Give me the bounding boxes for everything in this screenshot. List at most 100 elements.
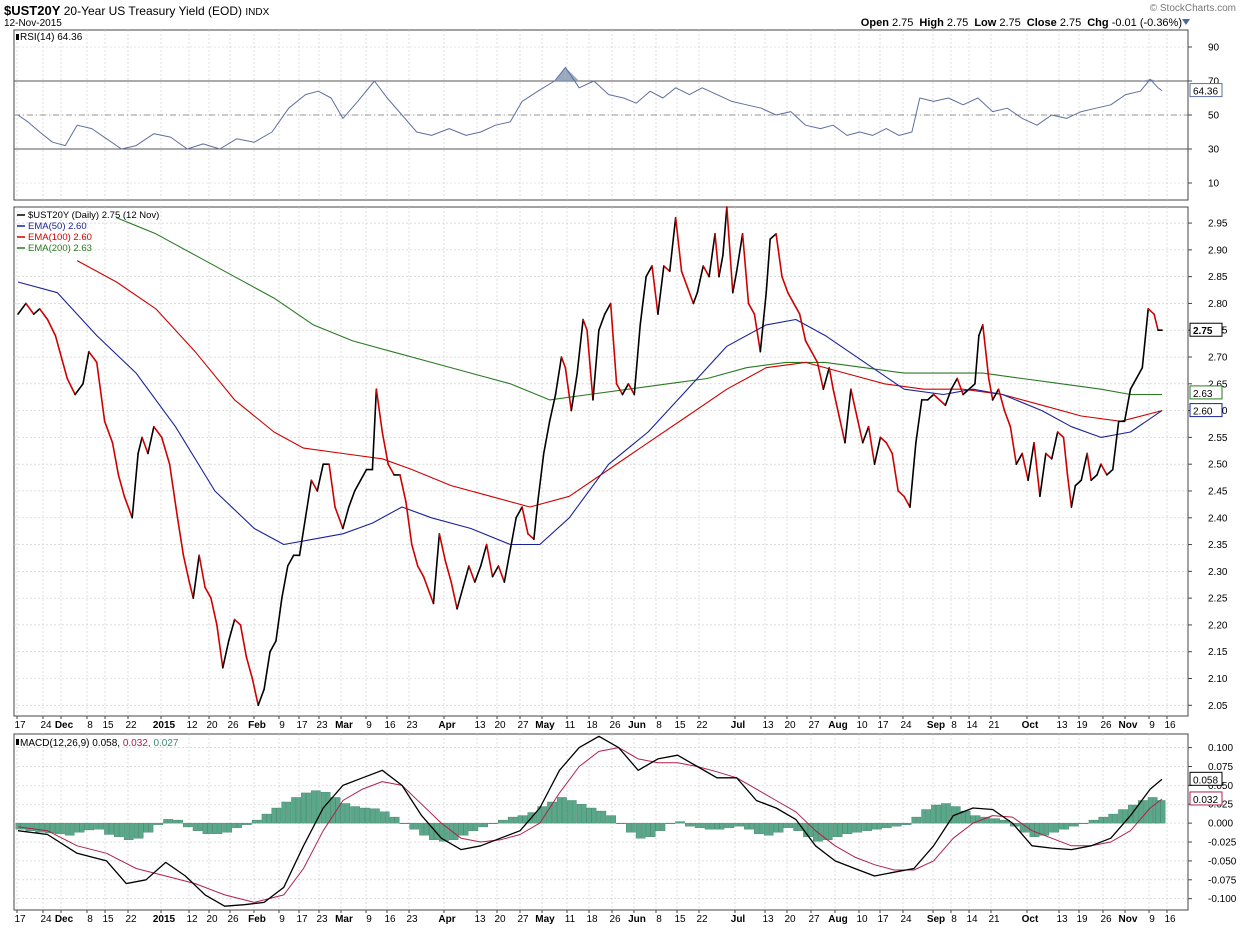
price-segment (1141, 307, 1150, 369)
macd-histogram-bar (138, 822, 144, 839)
macd-histogram-bar (187, 822, 193, 828)
macd-histogram-bar (778, 822, 784, 833)
price-segment (1123, 388, 1132, 423)
price-segment (88, 350, 98, 364)
macd-histogram-bar (1098, 816, 1104, 824)
macd-histogram-bar (20, 822, 26, 830)
price-x-axis-label: 26 (609, 720, 621, 731)
macd-x-axis-label: 16 (1164, 914, 1176, 925)
price-x-axis-label: 15 (102, 720, 114, 731)
price-segment (428, 591, 435, 605)
macd-histogram-bar (306, 792, 311, 824)
price-segment (509, 516, 517, 551)
macd-histogram-bar (862, 822, 868, 831)
price-segment (216, 624, 224, 669)
price-segment (210, 597, 218, 626)
price-tick-label: 2.25 (1208, 594, 1228, 605)
macd-histogram-bar (744, 822, 749, 830)
macd-histogram-bar (128, 822, 134, 840)
macd-histogram-bar (158, 822, 164, 825)
price-segment (286, 554, 295, 567)
price-segment (450, 581, 458, 610)
price-segment (141, 436, 149, 455)
price-segment (968, 383, 976, 390)
macd-histogram-bar (94, 822, 100, 830)
ohlc-label: High (919, 17, 947, 29)
macd-histogram-bar (424, 822, 429, 836)
price-segment (60, 356, 69, 380)
macd-histogram-bar (192, 822, 198, 831)
price-x-axis-label: 15 (674, 720, 686, 731)
price-segment (850, 388, 858, 417)
price-segment (111, 441, 120, 476)
macd-histogram-bar (463, 822, 469, 836)
price-segment (342, 506, 350, 530)
price-segment (1147, 307, 1155, 315)
macd-histogram-bar (1019, 822, 1025, 833)
ohlc-value: 2.75 (946, 17, 969, 29)
macd-x-axis-label: 13 (762, 914, 774, 925)
macd-histogram-bar (498, 819, 503, 824)
current-value-box (1189, 322, 1223, 337)
macd-histogram-bar (517, 815, 523, 824)
macd-histogram-bar (680, 821, 685, 824)
price-segment (991, 388, 1000, 401)
price-segment (651, 265, 659, 315)
macd-histogram-bar (237, 822, 242, 828)
macd-x-axis-label: 15 (674, 914, 686, 925)
macd-histogram-bar (365, 807, 370, 824)
macd-x-axis-label: 20 (784, 914, 796, 925)
price-segment (103, 420, 114, 444)
price-segment (275, 597, 283, 642)
macd-histogram-bar (547, 801, 553, 824)
macd-x-axis-label: 19 (1076, 914, 1088, 925)
macd-histogram-bar (1160, 800, 1166, 824)
price-segment (548, 393, 557, 423)
price-segment (1090, 474, 1098, 482)
macd-histogram-bar (709, 822, 715, 830)
price-x-axis-label: 12 (186, 720, 198, 731)
macd-histogram-bar (227, 822, 233, 833)
price-segment (1045, 452, 1053, 460)
price-segment (251, 677, 260, 707)
price-segment (462, 565, 470, 589)
price-segment (444, 559, 452, 583)
price-segment (722, 206, 728, 257)
price-segment (891, 452, 899, 492)
macd-histogram-bar (310, 790, 316, 824)
price-tick-label: 2.05 (1208, 701, 1228, 712)
price-segment (792, 302, 801, 315)
macd-tick-label: 0.000 (1208, 819, 1233, 830)
price-segment (1066, 474, 1073, 508)
price-segment (74, 383, 84, 396)
price-tick-label: 2.30 (1208, 567, 1228, 578)
price-segment (668, 216, 677, 273)
rsi-shade (1140, 79, 1151, 81)
chevron-down-icon[interactable] (1182, 19, 1190, 25)
macd-histogram-bar (768, 822, 774, 836)
macd-histogram-bar (1034, 822, 1040, 837)
macd-histogram-bar (581, 804, 587, 824)
ema50-line (17, 281, 1163, 546)
macd-histogram-bar (202, 822, 208, 834)
macd-histogram-bar (557, 797, 562, 824)
price-tick-label: 2.35 (1208, 540, 1228, 551)
price-segment (257, 688, 265, 707)
price-segment (759, 291, 768, 353)
macd-histogram-bar (114, 822, 119, 837)
macd-histogram-bar (842, 822, 848, 834)
symbol-title: $UST20Y 20-Year US Treasury Yield (EOD) … (4, 3, 269, 18)
macd-histogram-bar (429, 822, 434, 840)
current-value-label: 0.058 (1193, 775, 1218, 786)
price-segment (17, 302, 27, 315)
price-segment (879, 436, 888, 444)
price-x-axis-label: 20 (784, 720, 796, 731)
macd-histogram-bar (222, 822, 228, 833)
price-segment (137, 436, 143, 455)
price-segment (1080, 452, 1088, 482)
price-segment (537, 452, 545, 503)
macd-histogram-bar (458, 822, 464, 836)
macd-x-axis-label: 24 (40, 914, 52, 925)
macd-histogram-bar (296, 797, 301, 824)
price-segment (956, 377, 964, 396)
